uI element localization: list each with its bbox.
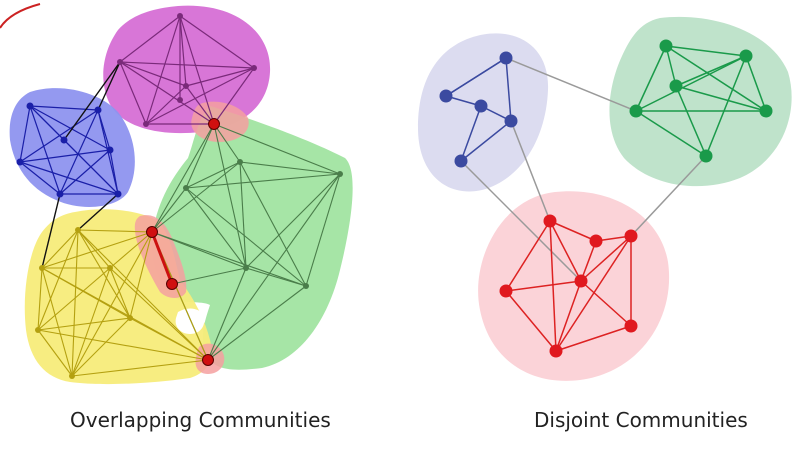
node — [624, 319, 638, 333]
corner-decoration-arc — [0, 3, 41, 29]
node — [549, 344, 563, 358]
overlapping-communities-caption: Overlapping Communities — [70, 408, 331, 432]
overlap-node — [208, 118, 220, 130]
node — [499, 284, 513, 298]
node — [337, 171, 343, 177]
node — [474, 99, 488, 113]
node — [183, 185, 189, 191]
node — [114, 190, 122, 198]
node — [699, 149, 713, 163]
node — [143, 121, 149, 127]
node — [629, 104, 643, 118]
node — [243, 265, 249, 271]
overlap-node — [166, 278, 178, 290]
blue-community-edges — [19, 105, 119, 195]
node — [439, 89, 453, 103]
overlap-node — [202, 354, 214, 366]
node — [237, 159, 243, 165]
bridge-edges — [41, 61, 121, 269]
disjoint-communities-diagram — [418, 16, 792, 381]
overlapping-nodes — [146, 118, 220, 366]
node — [659, 39, 673, 53]
node — [60, 136, 68, 144]
node — [303, 283, 309, 289]
node — [499, 51, 513, 65]
blue-community-nodes — [16, 102, 122, 198]
node — [75, 227, 81, 233]
lavender-community-region — [418, 33, 549, 192]
red-community-edges — [505, 220, 632, 352]
node — [39, 265, 45, 271]
node — [56, 190, 64, 198]
green-community-edges — [151, 123, 341, 361]
node — [504, 114, 518, 128]
node — [35, 327, 41, 333]
node — [454, 154, 468, 168]
overlap-red-edge — [150, 231, 174, 285]
purple-community-edges — [119, 15, 255, 125]
node — [26, 102, 34, 110]
node — [543, 214, 557, 228]
darkgreen-community-nodes — [629, 39, 773, 163]
node — [107, 265, 113, 271]
purple-community-region — [103, 5, 271, 134]
yellow-community-nodes — [35, 227, 133, 379]
node — [117, 59, 123, 65]
node — [127, 315, 133, 321]
node — [669, 79, 683, 93]
yellow-community-edges — [37, 229, 209, 377]
node — [589, 234, 603, 248]
node — [69, 373, 75, 379]
node — [739, 49, 753, 63]
node — [177, 13, 183, 19]
overlapping-communities-diagram — [9, 5, 353, 385]
green-community-region — [151, 106, 353, 370]
node — [759, 104, 773, 118]
darkgreen-community-edges — [635, 45, 767, 157]
disjoint-communities-caption: Disjoint Communities — [534, 408, 748, 432]
uncovered-gap — [175, 308, 205, 334]
node — [106, 146, 114, 154]
node — [16, 158, 24, 166]
node — [574, 274, 588, 288]
node — [94, 106, 102, 114]
bridge-edges-disjoint — [460, 57, 707, 282]
pink-community-region — [478, 191, 670, 381]
overlap-node — [146, 226, 158, 238]
red-community-nodes — [499, 214, 638, 358]
node — [251, 65, 257, 71]
node — [624, 229, 638, 243]
green-community-nodes — [183, 159, 343, 289]
node — [183, 83, 189, 89]
purple-community-nodes — [117, 13, 257, 127]
navy-community-nodes — [439, 51, 518, 168]
node — [177, 97, 183, 103]
